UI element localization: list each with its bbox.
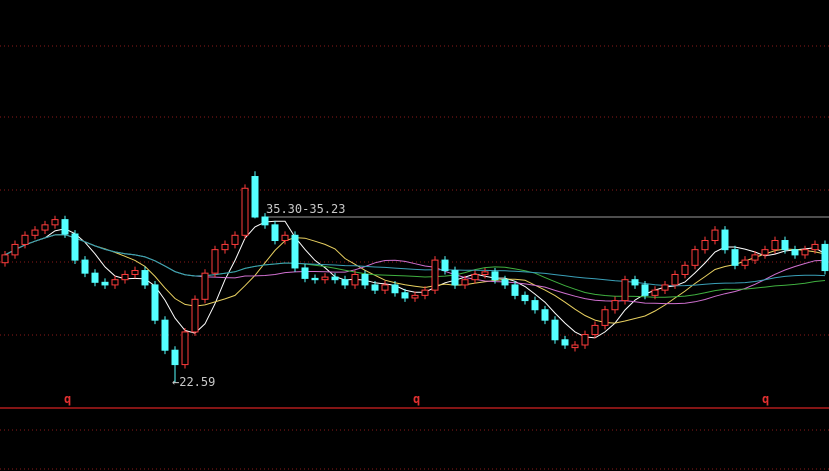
candle-body <box>411 294 419 299</box>
candle-body <box>761 249 769 256</box>
candle-body <box>211 249 219 274</box>
candle-body <box>741 259 749 266</box>
candle-body <box>331 276 339 281</box>
candle-body <box>181 331 189 366</box>
candle-body <box>21 234 29 245</box>
candle-body <box>351 273 359 286</box>
candle-body <box>151 284 159 321</box>
candle-body <box>391 284 399 294</box>
ma60-line <box>4 234 826 287</box>
candle-body <box>561 339 569 346</box>
period-marker: q <box>762 392 770 406</box>
candle-body <box>1 254 9 264</box>
candle-body <box>511 284 519 296</box>
candle-body <box>121 273 129 281</box>
candle-body <box>251 176 259 218</box>
candle-body <box>321 276 329 281</box>
candle-body <box>611 300 619 311</box>
candle-body <box>221 243 229 251</box>
candle-body <box>601 309 609 326</box>
candle-body <box>231 234 239 245</box>
candle-body <box>631 279 639 286</box>
candle-body <box>431 259 439 291</box>
candle-body <box>781 240 789 251</box>
candle-body <box>501 279 509 286</box>
candle-body <box>451 270 459 286</box>
high-price-label: 35.30-35.23 <box>266 202 346 216</box>
candle-body <box>581 334 589 346</box>
candle-body <box>111 279 119 286</box>
candle-body <box>551 319 559 341</box>
candle-body <box>141 270 149 286</box>
candle-body <box>301 267 309 279</box>
candle-body <box>591 324 599 336</box>
candle-body <box>51 219 59 226</box>
candle-body <box>811 243 819 251</box>
candle-body <box>691 249 699 266</box>
candle-body <box>541 309 549 321</box>
candle-body <box>91 272 99 283</box>
candle-body <box>271 224 279 242</box>
candle-body <box>41 224 49 231</box>
candle-body <box>481 271 489 275</box>
candle-body <box>191 298 199 333</box>
ma10-line <box>4 234 826 324</box>
candle-body <box>361 273 369 286</box>
candle-body <box>241 187 249 236</box>
candle-body <box>471 273 479 281</box>
candle-body <box>341 279 349 286</box>
candle-body <box>61 219 69 235</box>
candle-body <box>371 284 379 291</box>
period-marker: q <box>64 392 72 406</box>
candle-body <box>751 254 759 261</box>
candle-body <box>81 259 89 274</box>
candle-body <box>661 284 669 291</box>
candle-body <box>291 234 299 269</box>
candle-body <box>701 240 709 251</box>
candle-body <box>711 229 719 242</box>
candle-body <box>771 240 779 251</box>
candle-body <box>641 284 649 296</box>
candle-body <box>531 300 539 311</box>
candle-body <box>31 229 39 236</box>
low-price-label: ←22.59 <box>172 375 216 389</box>
candle-body <box>671 273 679 286</box>
candle-body <box>681 264 689 275</box>
candle-body <box>381 284 389 291</box>
candle-body <box>71 233 79 261</box>
candle-body <box>721 229 729 251</box>
candle-body <box>621 279 629 302</box>
candle-body <box>651 289 659 296</box>
candle-body <box>161 319 169 351</box>
candle-body <box>311 277 319 281</box>
candle-body <box>131 270 139 275</box>
candle-body <box>821 243 829 272</box>
candle-body <box>101 281 109 286</box>
period-marker: q <box>413 392 421 406</box>
candle-body <box>261 216 269 226</box>
candle-body <box>801 249 809 256</box>
candle-body <box>281 234 289 242</box>
candle-body <box>521 294 529 302</box>
candle-body <box>171 349 179 366</box>
candle-body <box>421 289 429 296</box>
candle-body <box>491 271 499 281</box>
candle-body <box>401 292 409 299</box>
candle-body <box>731 249 739 266</box>
candle-body <box>571 344 579 349</box>
candle-body <box>201 272 209 300</box>
candle-body <box>791 249 799 256</box>
candle-body <box>441 259 449 272</box>
candle-body <box>11 243 19 256</box>
candle-body <box>461 279 469 286</box>
